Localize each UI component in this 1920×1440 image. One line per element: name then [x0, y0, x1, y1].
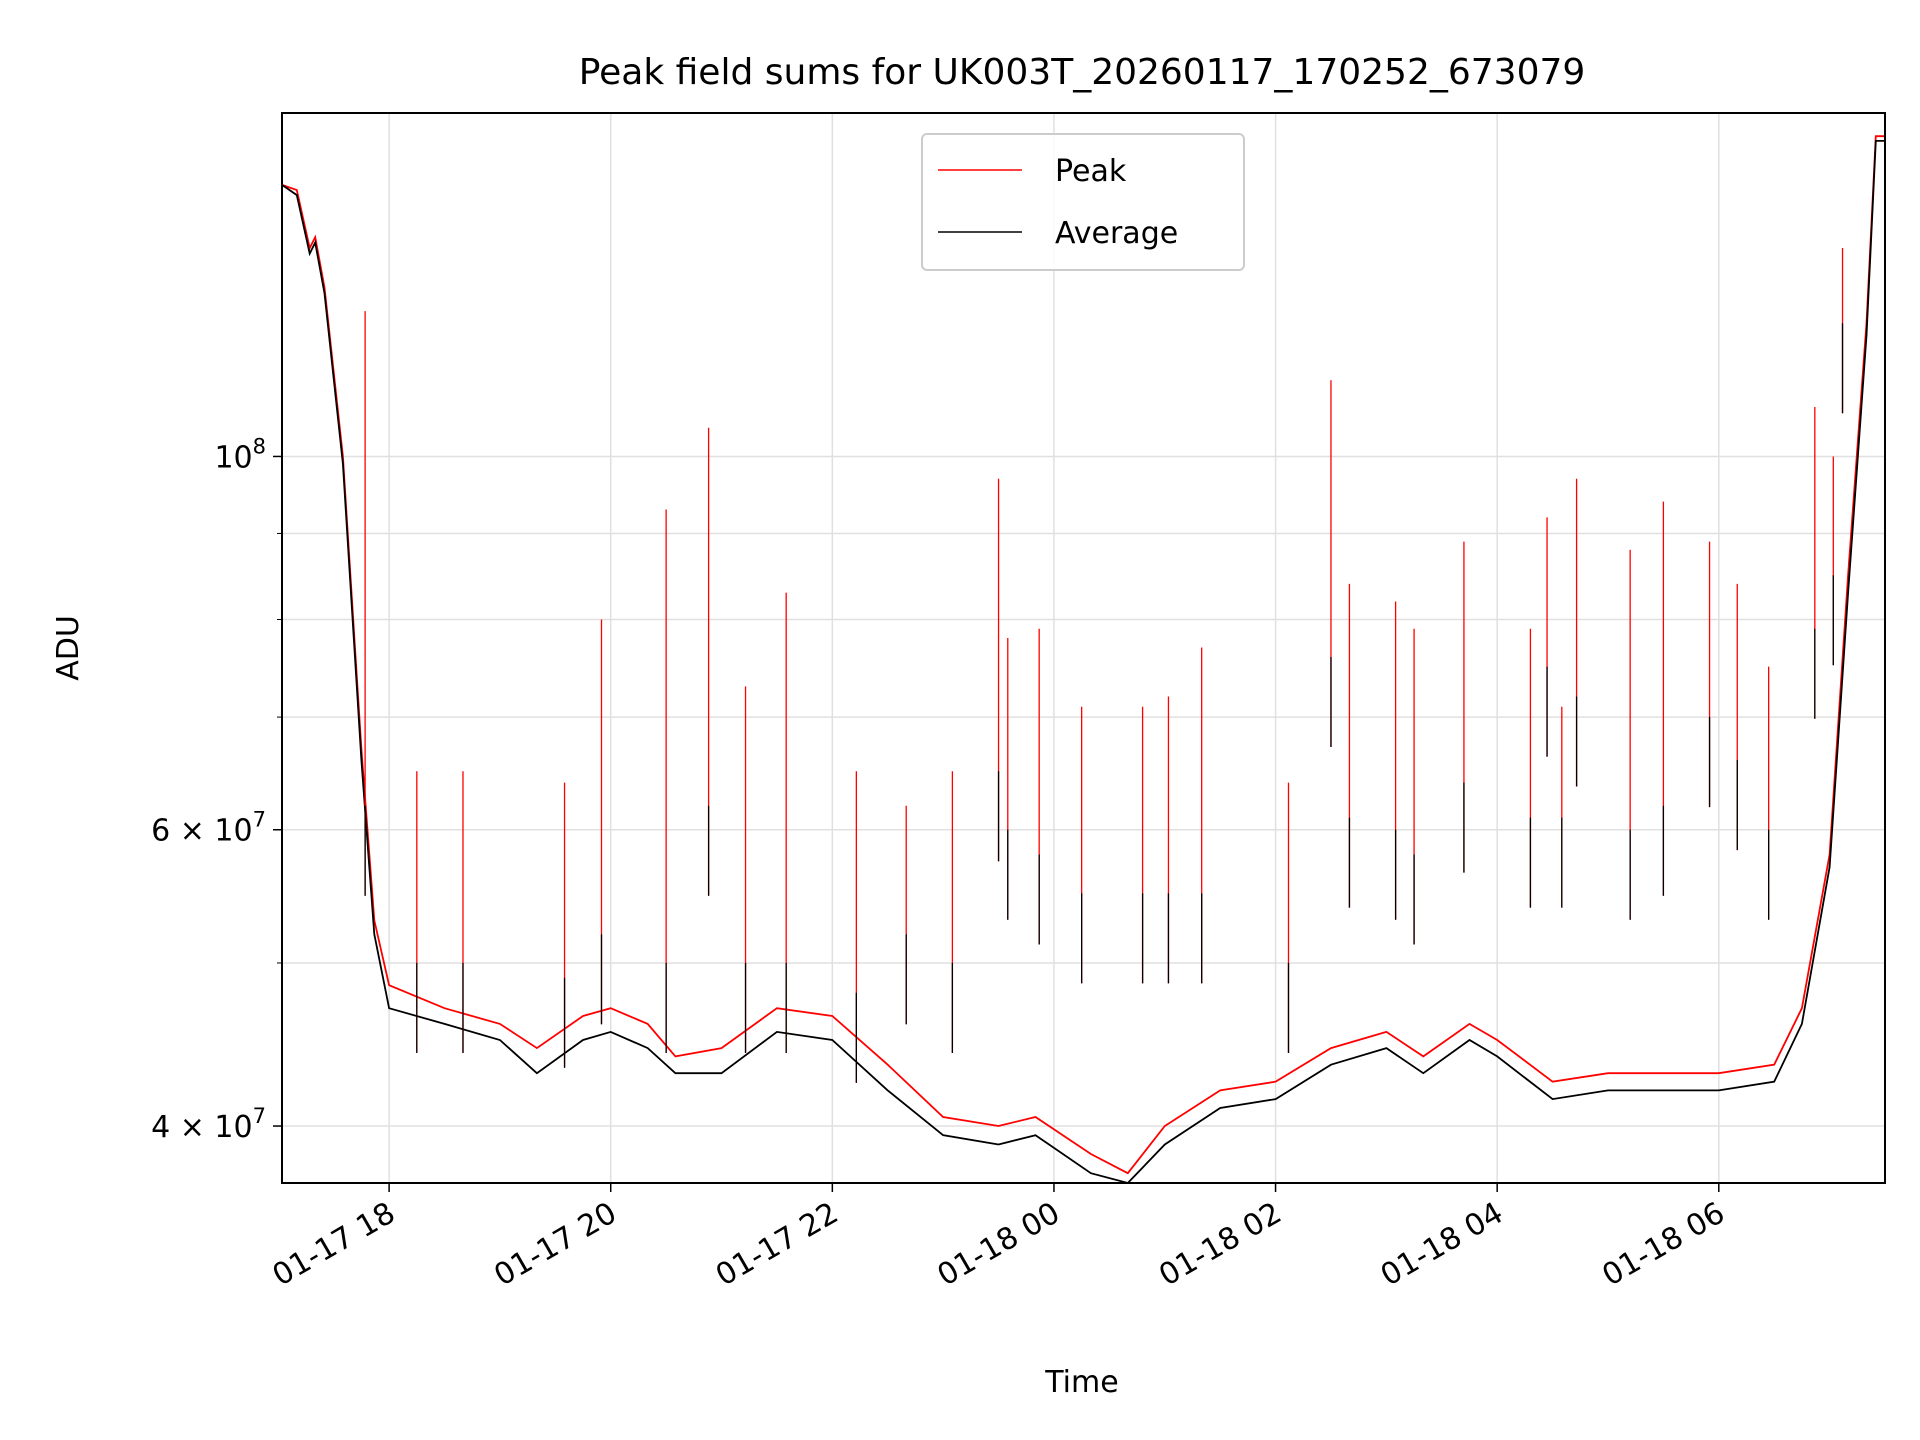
legend-box — [921, 133, 1245, 271]
legend-peak-label: Peak — [1055, 154, 1127, 189]
y-tick-label: 4 × 107 — [151, 1104, 266, 1145]
y-axis: 4 × 107 6 × 107 108 — [151, 434, 282, 1145]
grid-lines — [282, 113, 1885, 1183]
x-axis: 01-17 18 01-17 20 01-17 22 01-18 00 01-18 02… — [267, 1183, 1731, 1293]
x-tick-label: 01-18 06 — [1596, 1196, 1730, 1294]
legend-average-label: Average — [1055, 216, 1178, 251]
y-tick-label: 6 × 107 — [151, 808, 266, 849]
chart-title: Peak field sums for UK003T_20260117_1702… — [579, 52, 1586, 93]
x-tick-label: 01-17 18 — [267, 1196, 401, 1294]
x-tick-label: 01-18 04 — [1375, 1196, 1509, 1294]
peak-series-line — [281, 135, 1885, 1175]
plot-frame — [281, 112, 1886, 1184]
series-lines — [281, 135, 1885, 1185]
y-axis-label: ADU — [51, 615, 86, 681]
x-tick-label: 01-18 02 — [1153, 1196, 1287, 1294]
x-tick-label: 01-17 22 — [710, 1196, 844, 1294]
y-tick-label: 108 — [214, 434, 266, 475]
average-series-line — [281, 139, 1885, 1185]
x-axis-label: Time — [1044, 1365, 1118, 1400]
legend: Peak Average — [921, 133, 1245, 271]
x-tick-label: 01-17 20 — [488, 1196, 622, 1294]
x-tick-label: 01-18 00 — [932, 1196, 1066, 1294]
